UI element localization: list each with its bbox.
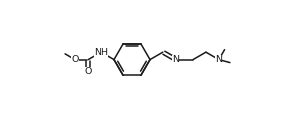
- Text: O: O: [71, 55, 79, 64]
- Text: NH: NH: [94, 48, 108, 57]
- Text: O: O: [85, 67, 92, 76]
- Text: N: N: [172, 55, 179, 64]
- Text: N: N: [215, 55, 222, 64]
